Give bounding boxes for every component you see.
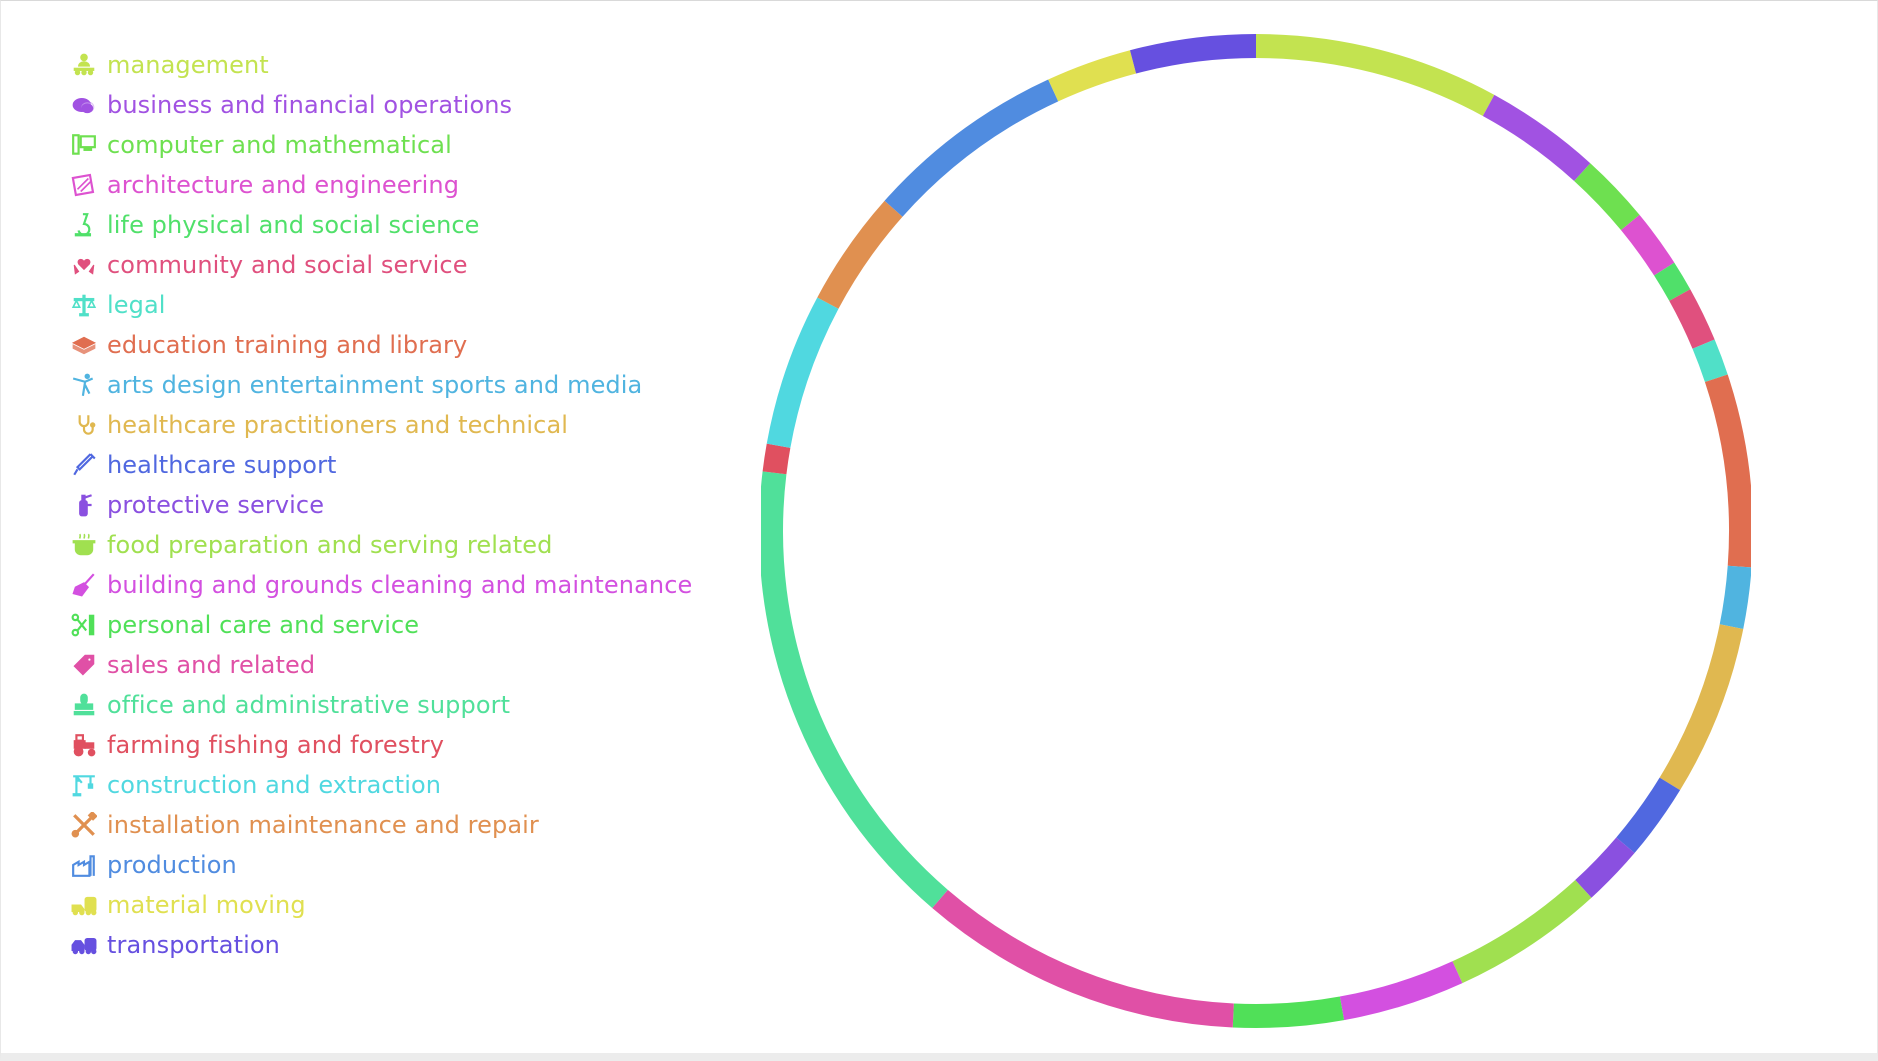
computer-icon [69, 130, 99, 160]
ring-segment-community-and-social-service[interactable] [1669, 289, 1715, 349]
legend-item[interactable]: healthcare support [69, 445, 689, 485]
ring-segment-education-training-and-library[interactable] [1704, 374, 1751, 568]
legend-label: life physical and social science [107, 211, 480, 239]
blueprint-icon [69, 170, 99, 200]
ring-segment-healthcare-support[interactable] [1616, 777, 1681, 854]
legend-item[interactable]: personal care and service [69, 605, 689, 645]
ring-segment-computer-and-mathematical[interactable] [1574, 163, 1640, 231]
legend-label: transportation [107, 931, 280, 959]
dancer-icon [69, 370, 99, 400]
donut-ring-chart [761, 34, 1751, 1028]
legend-label: education training and library [107, 331, 468, 359]
ring-segment-installation-maintenance-and-repair[interactable] [817, 200, 903, 309]
ring-segment-sales-and-related[interactable] [932, 889, 1234, 1028]
extinguisher-icon [69, 490, 99, 520]
ring-segment-personal-care-and-service[interactable] [1232, 996, 1345, 1028]
legend-label: building and grounds cleaning and mainte… [107, 571, 693, 599]
legend-item[interactable]: healthcare practitioners and technical [69, 405, 689, 445]
syringe-icon [69, 450, 99, 480]
book-icon [69, 330, 99, 360]
tools-icon [69, 810, 99, 840]
legend-label: office and administrative support [107, 691, 511, 719]
ring-segment-protective-service[interactable] [1575, 837, 1635, 898]
ring-segment-management[interactable] [1256, 34, 1495, 116]
stamp-icon [69, 690, 99, 720]
legend-label: farming fishing and forestry [107, 731, 445, 759]
legend-label: food preparation and serving related [107, 531, 553, 559]
legend-label: sales and related [107, 651, 316, 679]
legend: management business and financial operati… [69, 45, 693, 965]
price-tag-icon [69, 650, 99, 680]
legend-label: management [107, 51, 269, 79]
legend-label: business and financial operations [107, 91, 513, 119]
tractor-icon [69, 730, 99, 760]
legend-label: construction and extraction [107, 771, 442, 799]
legend-label: material moving [107, 891, 306, 919]
ring-segment-construction-and-extraction[interactable] [766, 297, 839, 448]
legend-label: personal care and service [107, 611, 420, 639]
people-group-icon [69, 50, 99, 80]
ring-segment-building-and-grounds-cleaning-and-maintenance[interactable] [1339, 961, 1463, 1021]
legend-item[interactable]: arts design entertainment sports and med… [69, 365, 689, 405]
legend-item[interactable]: legal [69, 285, 689, 325]
crane-icon [69, 770, 99, 800]
ring-segment-business-and-financial-operations[interactable] [1482, 94, 1591, 181]
ring-segment-transportation[interactable] [1129, 34, 1256, 74]
legend-item[interactable]: office and administrative support [69, 685, 689, 725]
ring-segment-production[interactable] [884, 79, 1059, 217]
legend-label: installation maintenance and repair [107, 811, 539, 839]
ring-segment-architecture-and-engineering[interactable] [1621, 214, 1675, 276]
legend-item[interactable]: installation maintenance and repair [69, 805, 689, 845]
hands-heart-icon [69, 250, 99, 280]
legend-label: computer and mathematical [107, 131, 452, 159]
legend-item[interactable]: life physical and social science [69, 205, 689, 245]
truck-bus-icon [69, 890, 99, 920]
legend-item[interactable]: food preparation and serving related [69, 525, 689, 565]
ring-segment-office-and-administrative-support[interactable] [761, 471, 948, 909]
ring-segment-healthcare-practitioners-and-technical[interactable] [1659, 624, 1744, 791]
legend-item[interactable]: computer and mathematical [69, 125, 689, 165]
ring-segment-arts-design-entertainment-sports-and-media[interactable] [1719, 565, 1751, 630]
scissors-comb-icon [69, 610, 99, 640]
legend-label: healthcare support [107, 451, 337, 479]
legend-item[interactable]: production [69, 845, 689, 885]
ring-segment-farming-fishing-and-forestry[interactable] [762, 443, 791, 475]
scales-icon [69, 290, 99, 320]
stethoscope-icon [69, 410, 99, 440]
legend-label: production [107, 851, 237, 879]
legend-label: legal [107, 291, 166, 319]
cooking-pot-icon [69, 530, 99, 560]
ring-segment-life-physical-and-social-science[interactable] [1654, 262, 1691, 301]
ring-segment-material-moving[interactable] [1048, 50, 1137, 102]
legend-item[interactable]: architecture and engineering [69, 165, 689, 205]
factory-icon [69, 850, 99, 880]
legend-label: community and social service [107, 251, 468, 279]
legend-item[interactable]: management [69, 45, 689, 85]
legend-item[interactable]: material moving [69, 885, 689, 925]
truck-car-icon [69, 930, 99, 960]
microscope-icon [69, 210, 99, 240]
legend-label: protective service [107, 491, 325, 519]
broom-icon [69, 570, 99, 600]
coins-icon [69, 90, 99, 120]
legend-item[interactable]: business and financial operations [69, 85, 689, 125]
legend-item[interactable]: construction and extraction [69, 765, 689, 805]
legend-item[interactable]: protective service [69, 485, 689, 525]
legend-item[interactable]: transportation [69, 925, 689, 965]
legend-item[interactable]: sales and related [69, 645, 689, 685]
legend-item[interactable]: building and grounds cleaning and mainte… [69, 565, 693, 605]
ring-segment-food-preparation-and-serving-related[interactable] [1452, 880, 1592, 984]
legend-item[interactable]: farming fishing and forestry [69, 725, 689, 765]
legend-item[interactable]: education training and library [69, 325, 689, 365]
legend-item[interactable]: community and social service [69, 245, 689, 285]
legend-label: healthcare practitioners and technical [107, 411, 569, 439]
legend-label: arts design entertainment sports and med… [107, 371, 643, 399]
legend-label: architecture and engineering [107, 171, 460, 199]
ring-segment-legal[interactable] [1692, 339, 1728, 383]
